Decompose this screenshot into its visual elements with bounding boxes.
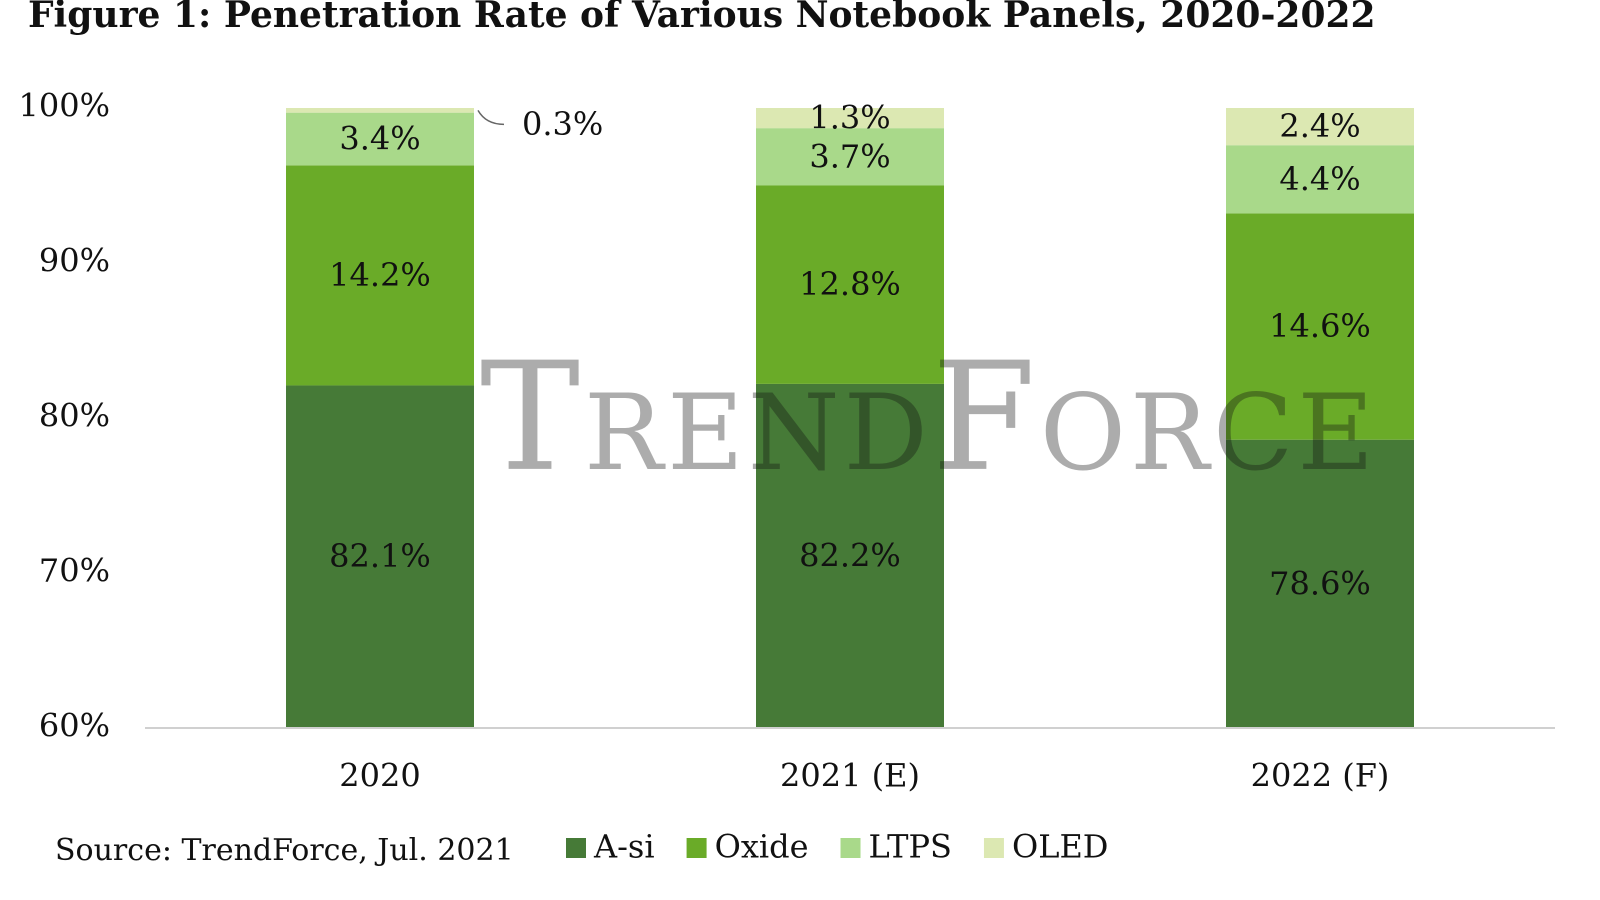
bar-segment — [756, 185, 944, 384]
legend-label: Oxide — [715, 828, 809, 866]
data-label: 12.8% — [799, 265, 901, 303]
y-tick-label: 90% — [39, 242, 110, 280]
legend-label: A-si — [593, 828, 655, 866]
data-label: 1.3% — [809, 99, 890, 137]
source-note: Source: TrendForce, Jul. 2021 — [55, 833, 514, 868]
legend-swatch — [686, 838, 707, 858]
bar-segment — [286, 165, 474, 386]
data-label: 4.4% — [1279, 160, 1360, 198]
data-label: 14.2% — [329, 256, 431, 294]
data-label: 14.6% — [1269, 307, 1371, 345]
data-label: 3.4% — [339, 120, 420, 158]
data-label: 82.1% — [329, 537, 431, 575]
chart-title: Figure 1: Penetration Rate of Various No… — [28, 0, 1376, 36]
x-tick-label: 2020 — [339, 757, 420, 795]
bar-segment — [1226, 108, 1414, 146]
data-label: 82.2% — [799, 536, 901, 574]
x-tick-label: 2022 (F) — [1251, 757, 1390, 795]
bar-segment — [1226, 439, 1414, 728]
x-tick-label: 2021 (E) — [780, 757, 920, 795]
legend-swatch — [566, 838, 586, 858]
legend-label: LTPS — [869, 828, 952, 866]
y-tick-label: 60% — [39, 707, 110, 745]
bar-segment — [1226, 145, 1414, 214]
y-tick-label: 70% — [39, 552, 110, 590]
legend-swatch — [983, 838, 1004, 858]
data-label: 78.6% — [1269, 564, 1371, 602]
y-tick-label: 100% — [19, 87, 110, 125]
legend-label: OLED — [1012, 828, 1109, 866]
data-label: 3.7% — [809, 137, 890, 175]
legend-swatch — [840, 838, 861, 858]
bar-segment — [756, 108, 944, 129]
data-label: 2.4% — [1279, 107, 1360, 145]
bar-segment — [286, 385, 474, 728]
bar-segment — [756, 128, 944, 186]
bar-segment — [756, 383, 944, 728]
bar-segment — [286, 108, 474, 113]
data-label: 0.3% — [522, 105, 603, 143]
leader-line — [477, 109, 505, 126]
y-tick-label: 80% — [39, 397, 110, 435]
bar-segment — [1226, 213, 1414, 440]
watermark: TrendForce — [480, 331, 1378, 505]
bar-segment — [286, 112, 474, 166]
